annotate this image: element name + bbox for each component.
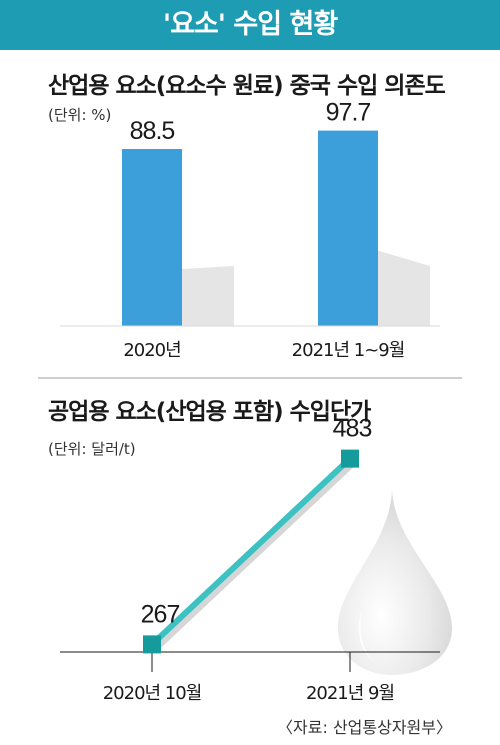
water-drop-highlight — [358, 610, 372, 660]
bar-shadow — [182, 266, 234, 326]
line-category-label: 2020년 10월 — [103, 683, 202, 704]
line-series — [143, 449, 359, 654]
bars — [122, 130, 378, 326]
header-banner — [0, 0, 500, 50]
line-chart: 267 483 2020년 10월 2021년 9월 — [60, 415, 452, 704]
bar-value-label: 97.7 — [326, 99, 371, 127]
bar-category-label: 2021년 1~9월 — [292, 340, 405, 361]
bar-category-labels: 2020년 2021년 1~9월 — [123, 340, 405, 361]
bar-chart-title: 산업용 요소(요소수 원료) 중국 수입 의존도 — [48, 73, 446, 99]
series-line — [149, 456, 353, 647]
bar-shadows — [182, 250, 430, 326]
water-drop-illustration — [338, 490, 452, 675]
page-title: '요소' 수입 현황 — [162, 9, 338, 40]
data-point-marker — [143, 635, 161, 654]
bar — [122, 149, 182, 326]
bar-shadow — [378, 250, 430, 326]
line-value-label: 267 — [141, 600, 180, 628]
data-point-marker — [341, 449, 359, 468]
bar-value-labels: 88.5 97.7 — [130, 99, 372, 145]
line-chart-title: 공업용 요소(산업용 포함) 수입단가 — [48, 399, 371, 425]
line-category-labels: 2020년 10월 2021년 9월 — [103, 683, 395, 704]
line-value-labels: 267 483 — [141, 415, 373, 629]
line-category-label: 2021년 9월 — [306, 683, 394, 704]
line-shadow — [152, 461, 356, 652]
bar-chart: 88.5 97.7 2020년 2021년 1~9월 — [60, 99, 440, 361]
bar-chart-unit: (단위: %) — [48, 106, 112, 124]
source-note: 〈자료: 산업통상자원부〉 — [277, 718, 452, 737]
bar — [318, 130, 378, 326]
line-chart-ticks — [151, 652, 351, 672]
bar-category-label: 2020년 — [123, 340, 180, 361]
bar-value-label: 88.5 — [130, 117, 175, 145]
line-value-label: 483 — [333, 415, 372, 443]
line-chart-unit: (단위: 달러/t) — [48, 440, 136, 458]
